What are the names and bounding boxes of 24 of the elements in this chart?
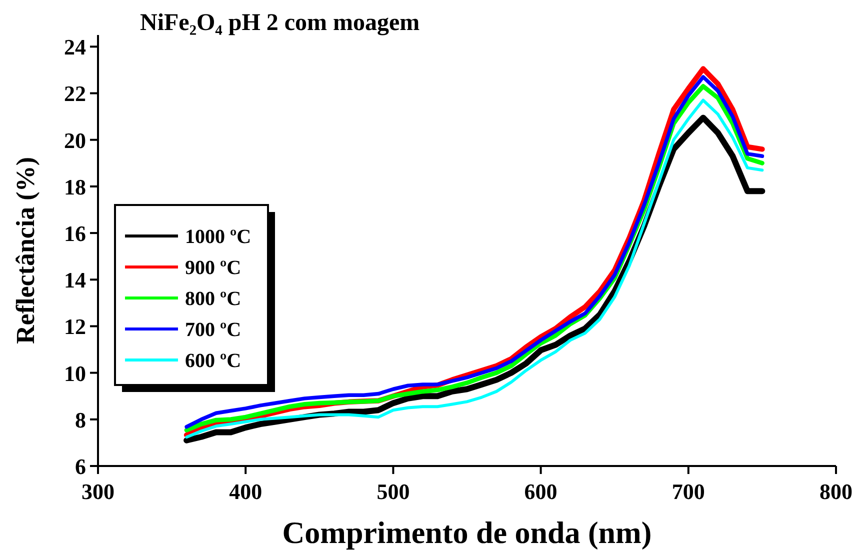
x-tick-label: 500: [376, 479, 410, 504]
y-tick-label: 8: [75, 407, 86, 432]
y-tick-label: 18: [64, 174, 86, 200]
y-tick-label: 24: [64, 34, 86, 60]
x-tick-label: 800: [820, 479, 852, 504]
x-axis-title: Comprimento de onda (nm): [282, 515, 652, 550]
legend-label: 800 ºC: [185, 288, 242, 310]
chart-title: NiFe₂O₄ pH 2 com moagem: [140, 10, 420, 36]
legend-label: 700 ºC: [185, 319, 242, 341]
legend-label: 900 ºC: [185, 257, 242, 279]
y-tick-label: 10: [64, 360, 86, 386]
x-tick-label: 700: [672, 479, 705, 504]
y-tick-label: 14: [64, 268, 86, 293]
x-tick-label: 300: [82, 479, 114, 504]
y-tick-label: 12: [64, 314, 86, 340]
y-tick-label: 20: [64, 128, 86, 153]
legend-label: 600 ºC: [185, 350, 242, 372]
legend-label: 1000 ºC: [185, 226, 252, 248]
y-axis-title: Reflectância (%): [11, 157, 40, 344]
y-tick-label: 22: [64, 81, 86, 106]
x-tick-label: 400: [229, 479, 262, 504]
y-tick-label: 6: [75, 454, 86, 479]
y-tick-label: 16: [64, 221, 86, 246]
x-tick-label: 600: [524, 479, 558, 504]
